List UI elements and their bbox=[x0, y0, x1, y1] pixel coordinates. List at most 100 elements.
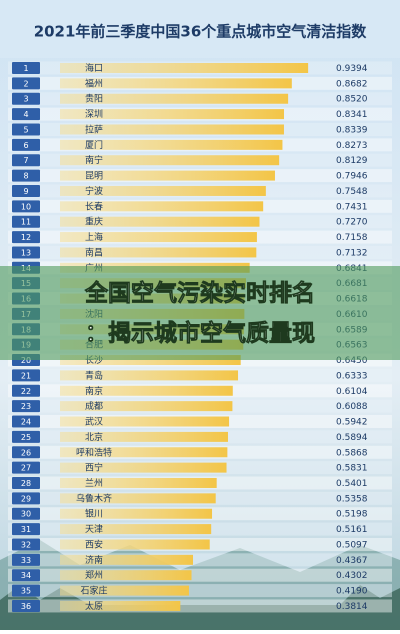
bar bbox=[60, 385, 233, 396]
city-label: 南京 bbox=[85, 385, 103, 397]
rank: 28 bbox=[21, 479, 31, 488]
value-label: 0.7946 bbox=[336, 172, 368, 182]
bar bbox=[60, 170, 275, 181]
rank: 7 bbox=[23, 156, 28, 165]
city-label: 呼和浩特 bbox=[76, 446, 112, 458]
bar bbox=[60, 370, 239, 381]
bar bbox=[60, 185, 266, 196]
city-label: 青岛 bbox=[85, 369, 103, 381]
rank: 9 bbox=[23, 187, 28, 196]
forest bbox=[0, 585, 400, 630]
bar bbox=[60, 493, 216, 504]
bar bbox=[60, 554, 194, 565]
bar bbox=[60, 139, 283, 150]
rank: 24 bbox=[21, 418, 31, 427]
rank: 35 bbox=[21, 587, 31, 596]
bar bbox=[60, 585, 189, 596]
bar bbox=[60, 201, 264, 212]
city-label: 北京 bbox=[85, 431, 103, 443]
city-label: 成都 bbox=[85, 400, 103, 412]
overlay-band bbox=[0, 266, 400, 360]
rank-box bbox=[12, 584, 40, 597]
value-label: 0.8339 bbox=[336, 125, 368, 135]
value-label: 0.4302 bbox=[336, 571, 368, 581]
value-label: 0.6088 bbox=[336, 402, 368, 412]
city-label: 南昌 bbox=[85, 246, 103, 258]
city-label: 贵阳 bbox=[85, 93, 103, 105]
bar bbox=[60, 524, 212, 535]
overlay-title: ：揭示城市空气质量现 bbox=[85, 320, 315, 347]
bar bbox=[60, 216, 260, 227]
bar bbox=[60, 232, 257, 243]
value-label: 0.6333 bbox=[336, 371, 368, 381]
city-label: 武汉 bbox=[85, 416, 103, 428]
rank-box bbox=[12, 430, 40, 443]
rank: 6 bbox=[23, 141, 28, 150]
bar bbox=[60, 477, 217, 488]
value-label: 0.8273 bbox=[336, 141, 368, 151]
value-label: 0.7548 bbox=[336, 187, 368, 197]
rank: 32 bbox=[21, 540, 31, 549]
value-label: 0.4190 bbox=[336, 587, 368, 597]
city-label: 厦门 bbox=[85, 139, 103, 151]
city-label: 上海 bbox=[85, 231, 103, 243]
city-label: 福州 bbox=[85, 77, 103, 89]
value-label: 0.5198 bbox=[336, 510, 368, 520]
rank: 26 bbox=[21, 448, 31, 457]
rank-box bbox=[12, 507, 40, 520]
rank: 3 bbox=[23, 95, 28, 104]
rank: 20 bbox=[21, 356, 31, 365]
rank-box bbox=[12, 400, 40, 413]
rank-box bbox=[12, 553, 40, 566]
rank: 30 bbox=[21, 510, 31, 519]
rank: 31 bbox=[21, 525, 31, 534]
rank: 13 bbox=[21, 248, 31, 257]
rank-box bbox=[12, 369, 40, 382]
rank-box bbox=[12, 492, 40, 505]
rank-box bbox=[12, 569, 40, 582]
city-label: 郑州 bbox=[85, 569, 103, 581]
bar bbox=[60, 247, 257, 258]
value-label: 0.8341 bbox=[336, 110, 368, 120]
rank-box bbox=[12, 92, 40, 105]
value-label: 0.8520 bbox=[336, 95, 368, 105]
bar bbox=[60, 431, 228, 442]
rank-box bbox=[12, 62, 40, 74]
value-label: 0.5401 bbox=[336, 479, 368, 489]
bar bbox=[60, 124, 284, 135]
city-label: 西安 bbox=[85, 538, 103, 550]
bar bbox=[60, 447, 228, 458]
bar bbox=[60, 508, 213, 519]
rank: 33 bbox=[21, 556, 31, 565]
rank: 1 bbox=[23, 64, 28, 73]
rank-box bbox=[12, 138, 40, 151]
rank-box bbox=[12, 446, 40, 459]
value-label: 0.8682 bbox=[336, 79, 368, 89]
rank: 23 bbox=[21, 402, 31, 411]
city-label: 深圳 bbox=[85, 109, 103, 120]
rank-box bbox=[12, 231, 40, 244]
chart-title: 2021年前三季度中国36个重点城市空气清洁指数 bbox=[34, 23, 368, 41]
rank: 25 bbox=[21, 433, 31, 442]
city-label: 海口 bbox=[85, 62, 103, 74]
value-label: 0.9394 bbox=[336, 64, 368, 74]
rank-box bbox=[12, 415, 40, 428]
rank: 11 bbox=[21, 218, 31, 227]
bar bbox=[60, 416, 230, 427]
city-label: 长春 bbox=[85, 200, 103, 212]
city-label: 太原 bbox=[85, 600, 103, 612]
value-label: 0.5831 bbox=[336, 464, 368, 474]
value-label: 0.7158 bbox=[336, 233, 368, 243]
rank: 21 bbox=[21, 371, 31, 380]
rank-box bbox=[12, 108, 40, 121]
bar bbox=[60, 401, 233, 412]
rank: 36 bbox=[21, 602, 31, 611]
value-label: 0.5894 bbox=[336, 433, 368, 443]
bar bbox=[60, 78, 292, 89]
bar bbox=[60, 109, 285, 120]
value-label: 0.7132 bbox=[336, 248, 368, 258]
rank: 27 bbox=[21, 464, 31, 473]
rank-box bbox=[12, 599, 40, 612]
city-label: 西宁 bbox=[85, 462, 103, 474]
city-label: 昆明 bbox=[85, 171, 103, 182]
